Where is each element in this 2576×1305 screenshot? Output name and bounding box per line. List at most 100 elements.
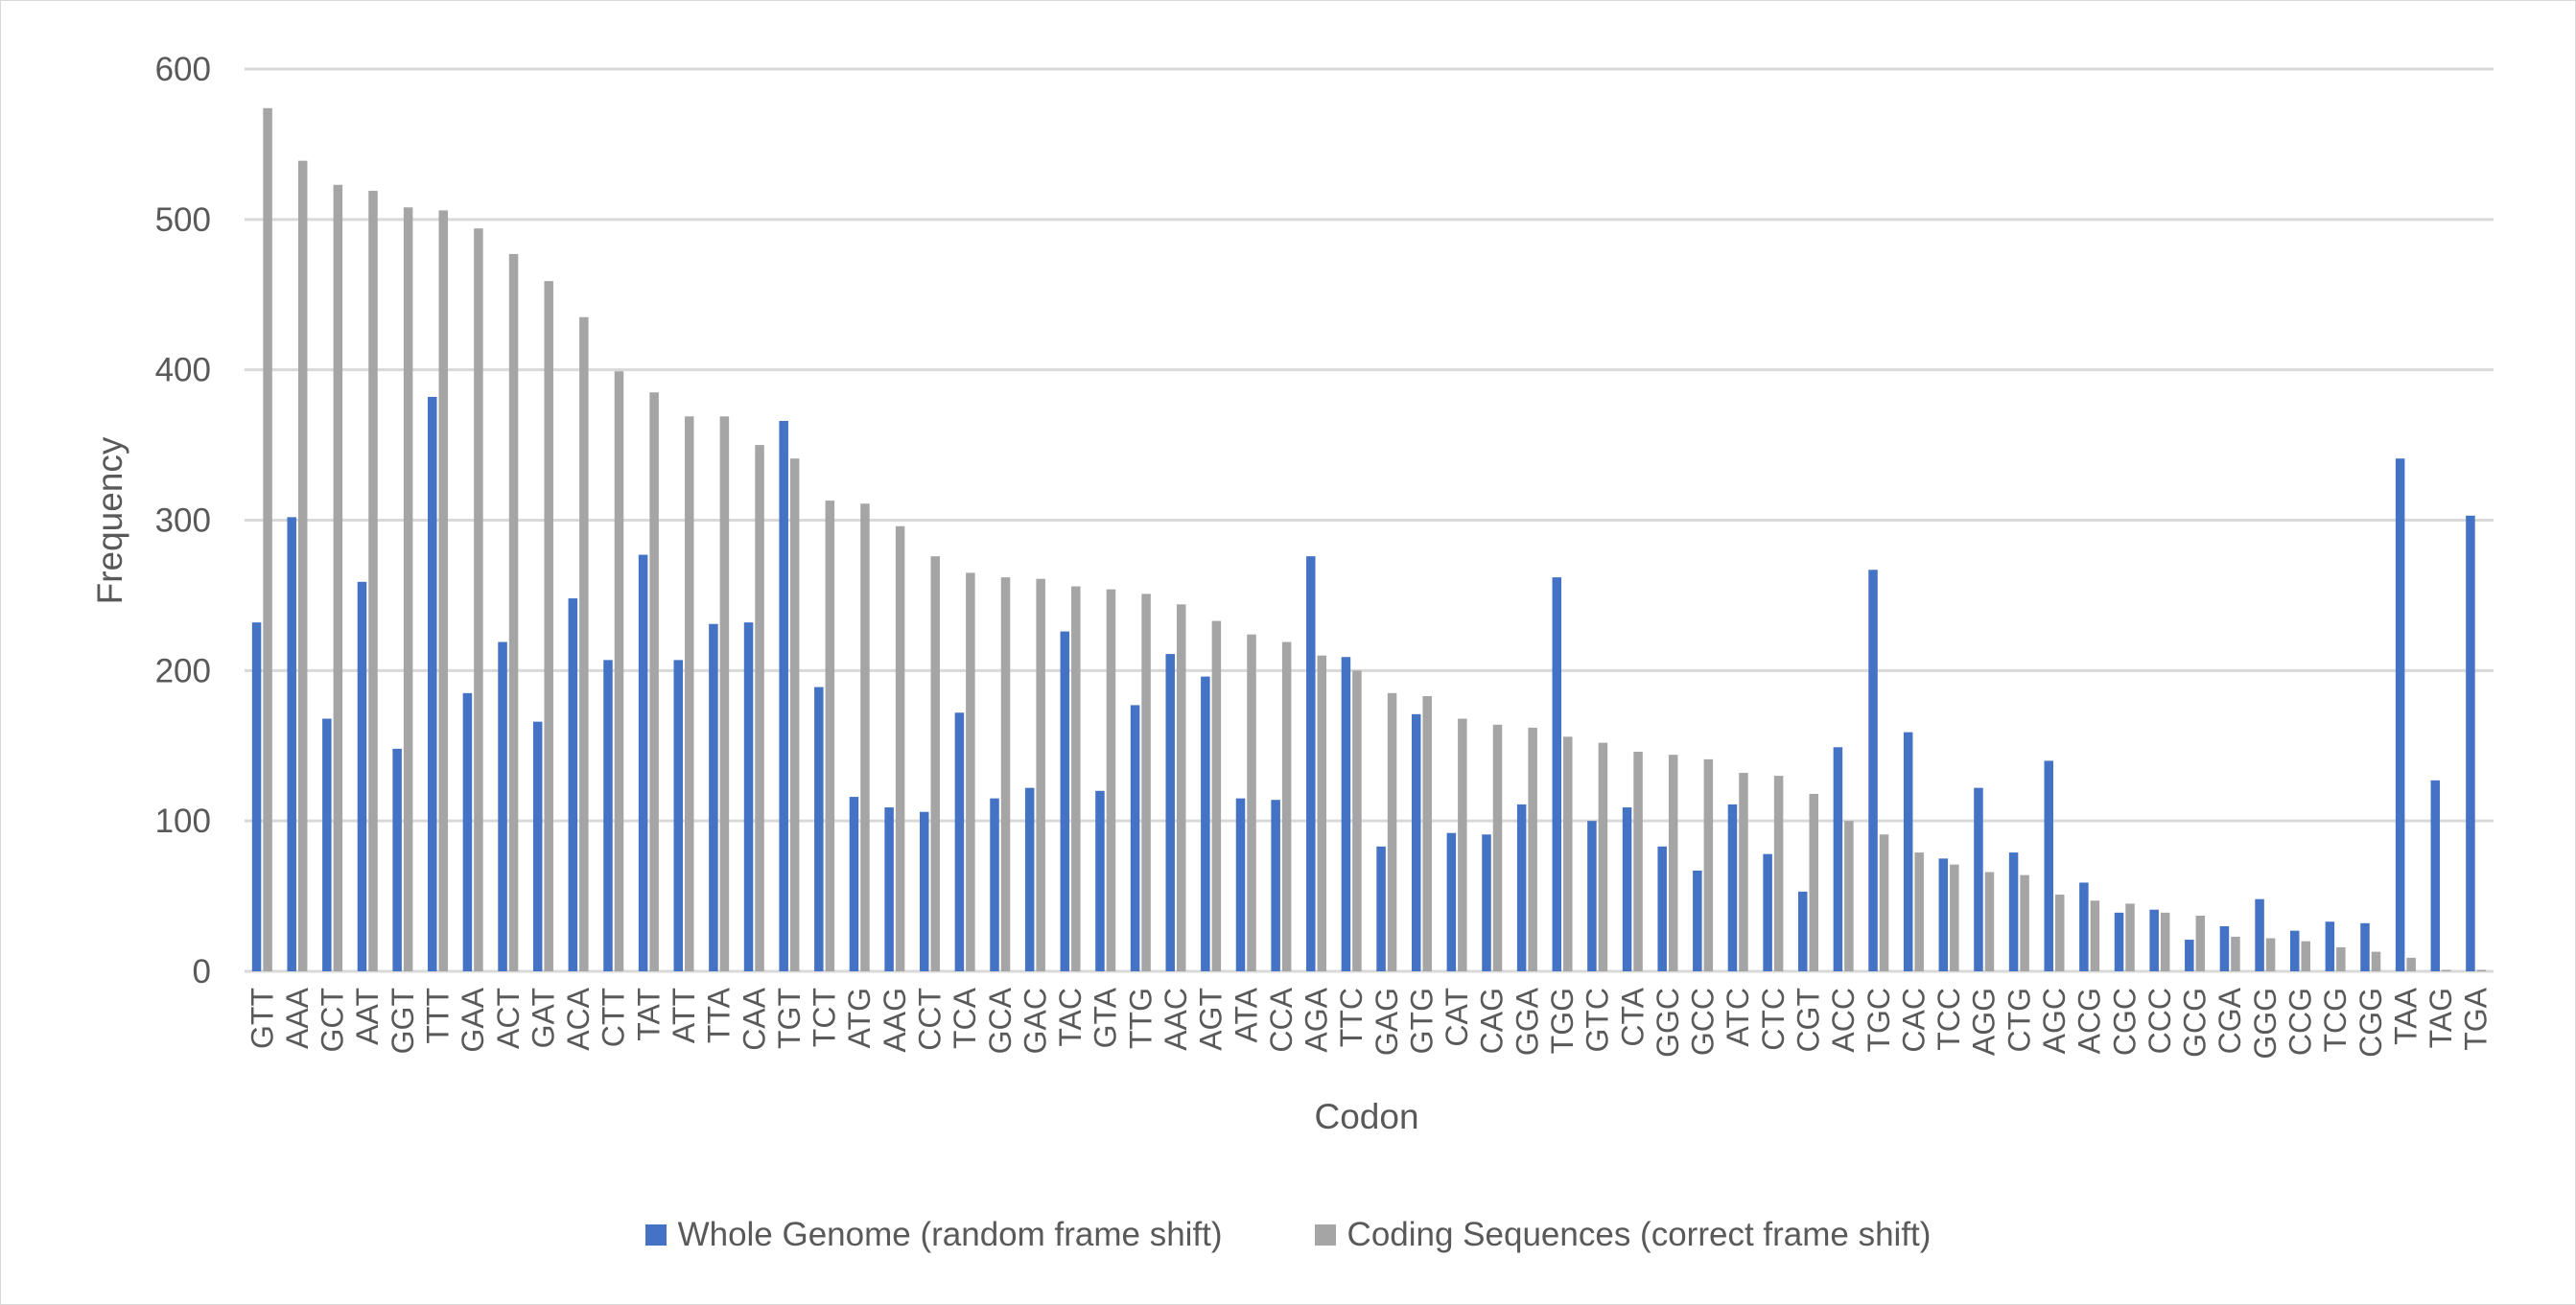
x-tick-label: GCG bbox=[2178, 988, 2213, 1058]
bar-coding-sequences-aag bbox=[895, 525, 905, 971]
bar-whole-genome-tgt bbox=[779, 420, 788, 971]
legend: Whole Genome (random frame shift) Coding… bbox=[0, 1216, 2576, 1254]
bar-coding-sequences-caa bbox=[755, 445, 764, 971]
bar-whole-genome-cga bbox=[2219, 925, 2230, 971]
bar-whole-genome-aaa bbox=[287, 517, 296, 971]
bar-whole-genome-agg bbox=[1974, 787, 1983, 971]
x-tick-label: CTC bbox=[1756, 988, 1791, 1051]
x-tick-label: ATT bbox=[667, 988, 701, 1043]
bar-coding-sequences-cag bbox=[1492, 724, 1503, 971]
bar-whole-genome-gaa bbox=[462, 692, 473, 971]
x-tick-label: TGA bbox=[2459, 987, 2494, 1050]
bar-coding-sequences-cgt bbox=[1809, 793, 1819, 971]
legend-label-whole-genome: Whole Genome (random frame shift) bbox=[677, 1216, 1223, 1253]
y-tick-label: 200 bbox=[155, 652, 211, 689]
bar-coding-sequences-ttc bbox=[1352, 670, 1362, 971]
x-tick-label: CAT bbox=[1440, 988, 1474, 1047]
bar-whole-genome-taa bbox=[2395, 458, 2405, 971]
bar-whole-genome-gct bbox=[322, 718, 332, 971]
bar-coding-sequences-gag bbox=[1387, 692, 1397, 971]
bar-whole-genome-gac bbox=[1024, 787, 1035, 971]
bar-whole-genome-ttc bbox=[1341, 657, 1351, 971]
bar-whole-genome-tag bbox=[2430, 780, 2441, 971]
bar-whole-genome-aac bbox=[1165, 654, 1175, 971]
x-tick-label: ACT bbox=[491, 988, 526, 1049]
x-tick-label: GAG bbox=[1370, 988, 1404, 1056]
x-tick-label: AAT bbox=[350, 988, 385, 1045]
bar-whole-genome-gag bbox=[1376, 846, 1386, 971]
bar-coding-sequences-cta bbox=[1633, 752, 1643, 971]
bar-coding-sequences-gcg bbox=[2195, 915, 2206, 971]
bar-coding-sequences-agg bbox=[1984, 872, 1995, 971]
bar-whole-genome-gta bbox=[1095, 790, 1105, 971]
bar-whole-genome-ctt bbox=[603, 660, 613, 971]
x-tick-label: CTA bbox=[1615, 987, 1650, 1046]
x-tick-label: TTA bbox=[702, 987, 737, 1043]
bar-whole-genome-aca bbox=[568, 598, 578, 971]
bar-whole-genome-ata bbox=[1235, 798, 1246, 971]
bar-coding-sequences-acg bbox=[2090, 900, 2100, 971]
bar-coding-sequences-taa bbox=[2406, 957, 2416, 971]
bar-whole-genome-att bbox=[673, 660, 684, 971]
x-tick-label: TCC bbox=[1932, 988, 1966, 1051]
x-tick-label: TTG bbox=[1123, 988, 1158, 1049]
bar-whole-genome-cag bbox=[1482, 834, 1491, 971]
bar-coding-sequences-tga bbox=[2476, 969, 2487, 971]
bar-coding-sequences-gtg bbox=[1422, 695, 1432, 971]
bar-coding-sequences-atg bbox=[860, 503, 870, 971]
x-tick-label: ACA bbox=[561, 987, 596, 1050]
bar-whole-genome-ggg bbox=[2255, 898, 2264, 971]
bar-whole-genome-atc bbox=[1727, 804, 1738, 971]
bar-whole-genome-cgt bbox=[1798, 891, 1808, 971]
x-tick-label: TAA bbox=[2388, 987, 2423, 1045]
x-tick-label: TGT bbox=[772, 988, 807, 1049]
bar-coding-sequences-aat bbox=[368, 191, 378, 971]
x-tick-label: TTT bbox=[421, 988, 456, 1044]
bar-coding-sequences-ggt bbox=[403, 207, 413, 971]
bar-coding-sequences-ggc bbox=[1668, 755, 1678, 971]
bar-coding-sequences-gtc bbox=[1598, 742, 1608, 971]
bar-coding-sequences-aga bbox=[1317, 655, 1327, 971]
bar-whole-genome-caa bbox=[743, 622, 754, 971]
bar-whole-genome-atg bbox=[849, 797, 859, 971]
bar-whole-genome-ctc bbox=[1763, 853, 1772, 971]
bar-whole-genome-gga bbox=[1516, 804, 1527, 971]
x-tick-label: GAA bbox=[456, 987, 490, 1052]
x-tick-label: CCG bbox=[2283, 988, 2317, 1056]
x-tick-label: GCT bbox=[316, 988, 350, 1053]
bar-coding-sequences-ccc bbox=[2160, 912, 2170, 971]
bar-whole-genome-cat bbox=[1446, 832, 1457, 971]
y-tick-label: 300 bbox=[155, 502, 211, 540]
bar-coding-sequences-att bbox=[685, 416, 694, 971]
x-tick-label: AAA bbox=[280, 987, 315, 1049]
bar-whole-genome-acg bbox=[2079, 882, 2089, 971]
x-tick-label: CGC bbox=[2107, 988, 2142, 1056]
x-tick-label: AGT bbox=[1194, 988, 1229, 1051]
x-axis-title: Codon bbox=[1314, 1097, 1418, 1136]
bar-whole-genome-cta bbox=[1622, 807, 1632, 971]
x-tick-label: CCA bbox=[1264, 987, 1299, 1052]
bar-coding-sequences-acc bbox=[1844, 821, 1854, 971]
bar-whole-genome-ccc bbox=[2149, 909, 2159, 971]
x-tick-label: GAC bbox=[1018, 988, 1052, 1054]
bar-coding-sequences-cca bbox=[1281, 641, 1292, 971]
x-tick-label: GCA bbox=[983, 987, 1018, 1054]
bar-coding-sequences-atc bbox=[1739, 772, 1748, 971]
bar-whole-genome-gca bbox=[990, 798, 999, 971]
x-axis-ticks: GTT AAA GCT AAT GGT TTT GAA ACT GAT ACA CTT TAT ATT T… bbox=[245, 987, 2493, 1059]
bar-whole-genome-cgc bbox=[2114, 912, 2124, 971]
y-tick-label: 100 bbox=[155, 803, 211, 840]
x-tick-label: AGA bbox=[1300, 987, 1334, 1052]
legend-item-whole-genome: Whole Genome (random frame shift) bbox=[644, 1216, 1223, 1254]
bar-whole-genome-tcg bbox=[2325, 921, 2335, 971]
x-tick-label: ATC bbox=[1721, 988, 1755, 1047]
bar-coding-sequences-gat bbox=[544, 281, 553, 971]
bar-coding-sequences-tct bbox=[825, 501, 835, 971]
bar-whole-genome-ggc bbox=[1657, 846, 1667, 971]
bar-coding-sequences-tgg bbox=[1563, 736, 1573, 971]
x-tick-label: CGA bbox=[2213, 987, 2247, 1054]
bar-whole-genome-agc bbox=[2044, 760, 2053, 971]
legend-swatch-coding-sequences bbox=[1314, 1224, 1336, 1246]
legend-label-coding-sequences: Coding Sequences (correct frame shift) bbox=[1347, 1216, 1932, 1253]
bar-coding-sequences-ttt bbox=[438, 210, 449, 971]
